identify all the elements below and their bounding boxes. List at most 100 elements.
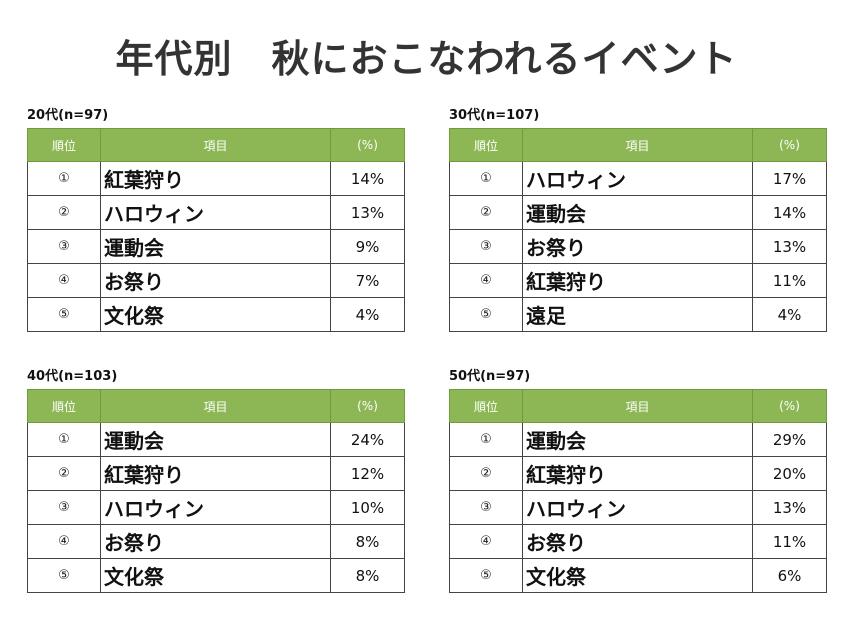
group-label: 20代(n=97) — [27, 108, 109, 123]
table-row: ⑤ 文化祭 8% — [27, 558, 405, 593]
rank-cell: ⑤ — [27, 297, 101, 332]
item-cell: ハロウィン — [522, 490, 753, 525]
header-item: 項目 — [100, 389, 331, 423]
pct-cell: 4% — [752, 297, 827, 332]
header-pct: (%) — [752, 128, 827, 162]
item-cell: お祭り — [100, 524, 331, 559]
table-row: ② ハロウィン 13% — [27, 195, 405, 230]
header-item: 項目 — [522, 128, 753, 162]
ranking-block-50s: 50代(n=97) 順位 項目 (%) ① 運動会 29% ② 紅葉狩り 20%… — [449, 368, 827, 593]
table-row: ② 紅葉狩り 12% — [27, 456, 405, 491]
item-cell: 運動会 — [100, 229, 331, 264]
header-rank: 順位 — [27, 389, 101, 423]
rank-cell: ④ — [27, 524, 101, 559]
page-title: 年代別 秋におこなわれるイベント — [115, 37, 738, 81]
rank-cell: ⑤ — [27, 558, 101, 593]
header-item: 項目 — [100, 128, 331, 162]
pct-cell: 12% — [330, 456, 405, 491]
item-cell: 紅葉狩り — [522, 263, 753, 298]
pct-cell: 9% — [330, 229, 405, 264]
table-header-row: 順位 項目 (%) — [449, 389, 827, 423]
table-header-row: 順位 項目 (%) — [449, 128, 827, 162]
item-cell: 遠足 — [522, 297, 753, 332]
item-cell: お祭り — [100, 263, 331, 298]
table-row: ④ 紅葉狩り 11% — [449, 263, 827, 298]
pct-cell: 10% — [330, 490, 405, 525]
pct-cell: 7% — [330, 263, 405, 298]
table-row: ① 運動会 24% — [27, 422, 405, 457]
table-header-row: 順位 項目 (%) — [27, 128, 405, 162]
header-rank: 順位 — [449, 128, 523, 162]
table-row: ② 運動会 14% — [449, 195, 827, 230]
pct-cell: 11% — [752, 524, 827, 559]
item-cell: ハロウィン — [522, 161, 753, 196]
ranking-table: 順位 項目 (%) ① 運動会 29% ② 紅葉狩り 20% ③ ハロウィン 1… — [449, 389, 827, 593]
ranking-block-40s: 40代(n=103) 順位 項目 (%) ① 運動会 24% ② 紅葉狩り 12… — [27, 368, 405, 593]
rank-cell: ① — [449, 422, 523, 457]
rank-cell: ② — [449, 456, 523, 491]
pct-cell: 11% — [752, 263, 827, 298]
item-cell: 紅葉狩り — [522, 456, 753, 491]
table-row: ④ お祭り 11% — [449, 524, 827, 559]
rank-cell: ② — [27, 456, 101, 491]
table-row: ⑤ 遠足 4% — [449, 297, 827, 332]
table-row: ① 紅葉狩り 14% — [27, 161, 405, 196]
pct-cell: 13% — [752, 490, 827, 525]
table-row: ③ お祭り 13% — [449, 229, 827, 264]
item-cell: 紅葉狩り — [100, 161, 331, 196]
pct-cell: 17% — [752, 161, 827, 196]
pct-cell: 24% — [330, 422, 405, 457]
item-cell: ハロウィン — [100, 490, 331, 525]
group-label: 30代(n=107) — [449, 108, 540, 123]
table-row: ③ ハロウィン 10% — [27, 490, 405, 525]
rank-cell: ① — [27, 161, 101, 196]
table-row: ③ ハロウィン 13% — [449, 490, 827, 525]
header-rank: 順位 — [449, 389, 523, 423]
group-label: 40代(n=103) — [27, 369, 118, 384]
header-pct: (%) — [752, 389, 827, 423]
ranking-table: 順位 項目 (%) ① ハロウィン 17% ② 運動会 14% ③ お祭り 13… — [449, 128, 827, 332]
rank-cell: ④ — [27, 263, 101, 298]
item-cell: 運動会 — [522, 422, 753, 457]
table-row: ① ハロウィン 17% — [449, 161, 827, 196]
ranking-table: 順位 項目 (%) ① 運動会 24% ② 紅葉狩り 12% ③ ハロウィン 1… — [27, 389, 405, 593]
table-row: ② 紅葉狩り 20% — [449, 456, 827, 491]
header-pct: (%) — [330, 389, 405, 423]
rank-cell: ④ — [449, 524, 523, 559]
pct-cell: 6% — [752, 558, 827, 593]
rank-cell: ① — [449, 161, 523, 196]
ranking-table: 順位 項目 (%) ① 紅葉狩り 14% ② ハロウィン 13% ③ 運動会 9… — [27, 128, 405, 332]
rank-cell: ⑤ — [449, 558, 523, 593]
rank-cell: ① — [27, 422, 101, 457]
item-cell: 紅葉狩り — [100, 456, 331, 491]
table-header-row: 順位 項目 (%) — [27, 389, 405, 423]
rank-cell: ③ — [449, 490, 523, 525]
item-cell: 運動会 — [522, 195, 753, 230]
item-cell: 文化祭 — [100, 297, 331, 332]
item-cell: ハロウィン — [100, 195, 331, 230]
pct-cell: 8% — [330, 524, 405, 559]
table-row: ⑤ 文化祭 4% — [27, 297, 405, 332]
rank-cell: ④ — [449, 263, 523, 298]
pct-cell: 29% — [752, 422, 827, 457]
rank-cell: ② — [27, 195, 101, 230]
rank-cell: ② — [449, 195, 523, 230]
item-cell: 文化祭 — [522, 558, 753, 593]
table-row: ⑤ 文化祭 6% — [449, 558, 827, 593]
table-row: ④ お祭り 8% — [27, 524, 405, 559]
item-cell: 運動会 — [100, 422, 331, 457]
rank-cell: ③ — [27, 229, 101, 264]
item-cell: お祭り — [522, 524, 753, 559]
header-item: 項目 — [522, 389, 753, 423]
group-label: 50代(n=97) — [449, 369, 531, 384]
pct-cell: 8% — [330, 558, 405, 593]
pct-cell: 4% — [330, 297, 405, 332]
pct-cell: 14% — [752, 195, 827, 230]
pct-cell: 14% — [330, 161, 405, 196]
header-rank: 順位 — [27, 128, 101, 162]
item-cell: 文化祭 — [100, 558, 331, 593]
table-row: ④ お祭り 7% — [27, 263, 405, 298]
table-row: ① 運動会 29% — [449, 422, 827, 457]
rank-cell: ③ — [449, 229, 523, 264]
item-cell: お祭り — [522, 229, 753, 264]
